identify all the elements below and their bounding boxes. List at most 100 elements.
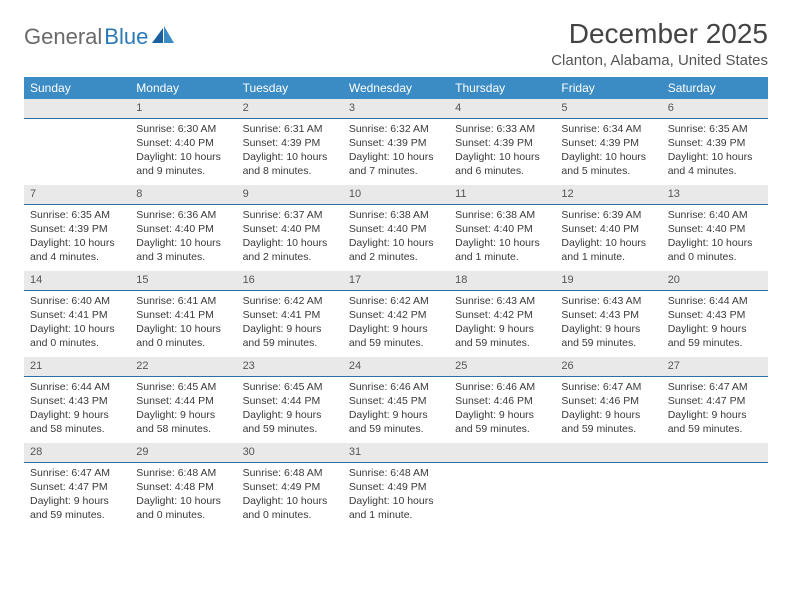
sunrise-text: Sunrise: 6:38 AM bbox=[349, 208, 443, 222]
sunrise-text: Sunrise: 6:36 AM bbox=[136, 208, 230, 222]
day-number bbox=[24, 99, 130, 119]
sunset-text: Sunset: 4:40 PM bbox=[136, 136, 230, 150]
sunset-text: Sunset: 4:40 PM bbox=[243, 222, 337, 236]
sunset-text: Sunset: 4:40 PM bbox=[668, 222, 762, 236]
day-number: 1 bbox=[130, 99, 236, 119]
daylight-text: Daylight: 9 hours and 59 minutes. bbox=[30, 494, 124, 522]
day-body: Sunrise: 6:30 AMSunset: 4:40 PMDaylight:… bbox=[130, 119, 236, 185]
week-row: 14Sunrise: 6:40 AMSunset: 4:41 PMDayligh… bbox=[24, 271, 768, 357]
sunrise-text: Sunrise: 6:45 AM bbox=[136, 380, 230, 394]
daylight-text: Daylight: 10 hours and 4 minutes. bbox=[30, 236, 124, 264]
dow-cell: Saturday bbox=[662, 77, 768, 99]
sunrise-text: Sunrise: 6:46 AM bbox=[349, 380, 443, 394]
day-number: 3 bbox=[343, 99, 449, 119]
day-number: 23 bbox=[237, 357, 343, 377]
day-number bbox=[662, 443, 768, 463]
logo-text-blue: Blue bbox=[104, 24, 148, 50]
day-number: 31 bbox=[343, 443, 449, 463]
sunrise-text: Sunrise: 6:45 AM bbox=[243, 380, 337, 394]
daylight-text: Daylight: 10 hours and 0 minutes. bbox=[136, 322, 230, 350]
day-body: Sunrise: 6:33 AMSunset: 4:39 PMDaylight:… bbox=[449, 119, 555, 185]
sunset-text: Sunset: 4:49 PM bbox=[243, 480, 337, 494]
week-row: 1Sunrise: 6:30 AMSunset: 4:40 PMDaylight… bbox=[24, 99, 768, 185]
day-number: 25 bbox=[449, 357, 555, 377]
day-cell: 30Sunrise: 6:48 AMSunset: 4:49 PMDayligh… bbox=[237, 443, 343, 529]
day-cell: 28Sunrise: 6:47 AMSunset: 4:47 PMDayligh… bbox=[24, 443, 130, 529]
day-cell bbox=[662, 443, 768, 529]
day-body: Sunrise: 6:41 AMSunset: 4:41 PMDaylight:… bbox=[130, 291, 236, 357]
day-cell: 7Sunrise: 6:35 AMSunset: 4:39 PMDaylight… bbox=[24, 185, 130, 271]
daylight-text: Daylight: 10 hours and 4 minutes. bbox=[668, 150, 762, 178]
dow-cell: Wednesday bbox=[343, 77, 449, 99]
daylight-text: Daylight: 10 hours and 1 minute. bbox=[561, 236, 655, 264]
sunset-text: Sunset: 4:39 PM bbox=[668, 136, 762, 150]
sunrise-text: Sunrise: 6:31 AM bbox=[243, 122, 337, 136]
day-body bbox=[662, 463, 768, 521]
day-body: Sunrise: 6:48 AMSunset: 4:49 PMDaylight:… bbox=[237, 463, 343, 529]
day-number: 10 bbox=[343, 185, 449, 205]
sunrise-text: Sunrise: 6:32 AM bbox=[349, 122, 443, 136]
day-body: Sunrise: 6:34 AMSunset: 4:39 PMDaylight:… bbox=[555, 119, 661, 185]
day-number: 16 bbox=[237, 271, 343, 291]
logo: GeneralBlue bbox=[24, 24, 174, 50]
sunset-text: Sunset: 4:47 PM bbox=[30, 480, 124, 494]
daylight-text: Daylight: 9 hours and 58 minutes. bbox=[136, 408, 230, 436]
day-body: Sunrise: 6:42 AMSunset: 4:41 PMDaylight:… bbox=[237, 291, 343, 357]
sunset-text: Sunset: 4:46 PM bbox=[455, 394, 549, 408]
daylight-text: Daylight: 9 hours and 59 minutes. bbox=[243, 408, 337, 436]
daylight-text: Daylight: 9 hours and 58 minutes. bbox=[30, 408, 124, 436]
daylight-text: Daylight: 10 hours and 3 minutes. bbox=[136, 236, 230, 264]
dow-cell: Thursday bbox=[449, 77, 555, 99]
day-cell: 2Sunrise: 6:31 AMSunset: 4:39 PMDaylight… bbox=[237, 99, 343, 185]
day-number: 8 bbox=[130, 185, 236, 205]
daylight-text: Daylight: 9 hours and 59 minutes. bbox=[561, 322, 655, 350]
sunset-text: Sunset: 4:47 PM bbox=[668, 394, 762, 408]
day-cell: 12Sunrise: 6:39 AMSunset: 4:40 PMDayligh… bbox=[555, 185, 661, 271]
day-number: 12 bbox=[555, 185, 661, 205]
day-number: 6 bbox=[662, 99, 768, 119]
sunset-text: Sunset: 4:46 PM bbox=[561, 394, 655, 408]
sunrise-text: Sunrise: 6:48 AM bbox=[349, 466, 443, 480]
day-cell: 10Sunrise: 6:38 AMSunset: 4:40 PMDayligh… bbox=[343, 185, 449, 271]
day-cell bbox=[449, 443, 555, 529]
day-cell bbox=[24, 99, 130, 185]
daylight-text: Daylight: 10 hours and 0 minutes. bbox=[136, 494, 230, 522]
location-text: Clanton, Alabama, United States bbox=[551, 52, 768, 69]
day-number: 24 bbox=[343, 357, 449, 377]
day-body: Sunrise: 6:36 AMSunset: 4:40 PMDaylight:… bbox=[130, 205, 236, 271]
logo-text-general: General bbox=[24, 24, 102, 50]
daylight-text: Daylight: 10 hours and 0 minutes. bbox=[668, 236, 762, 264]
sunrise-text: Sunrise: 6:41 AM bbox=[136, 294, 230, 308]
sunrise-text: Sunrise: 6:40 AM bbox=[668, 208, 762, 222]
sunrise-text: Sunrise: 6:35 AM bbox=[668, 122, 762, 136]
day-cell: 3Sunrise: 6:32 AMSunset: 4:39 PMDaylight… bbox=[343, 99, 449, 185]
daylight-text: Daylight: 10 hours and 1 minute. bbox=[349, 494, 443, 522]
day-cell bbox=[555, 443, 661, 529]
day-body: Sunrise: 6:47 AMSunset: 4:47 PMDaylight:… bbox=[24, 463, 130, 529]
daylight-text: Daylight: 9 hours and 59 minutes. bbox=[668, 322, 762, 350]
day-cell: 4Sunrise: 6:33 AMSunset: 4:39 PMDaylight… bbox=[449, 99, 555, 185]
day-body: Sunrise: 6:44 AMSunset: 4:43 PMDaylight:… bbox=[662, 291, 768, 357]
dow-cell: Sunday bbox=[24, 77, 130, 99]
day-body: Sunrise: 6:40 AMSunset: 4:41 PMDaylight:… bbox=[24, 291, 130, 357]
day-body: Sunrise: 6:40 AMSunset: 4:40 PMDaylight:… bbox=[662, 205, 768, 271]
sunrise-text: Sunrise: 6:48 AM bbox=[243, 466, 337, 480]
day-number bbox=[449, 443, 555, 463]
sunset-text: Sunset: 4:41 PM bbox=[30, 308, 124, 322]
day-body: Sunrise: 6:43 AMSunset: 4:43 PMDaylight:… bbox=[555, 291, 661, 357]
day-cell: 11Sunrise: 6:38 AMSunset: 4:40 PMDayligh… bbox=[449, 185, 555, 271]
dow-cell: Friday bbox=[555, 77, 661, 99]
daylight-text: Daylight: 10 hours and 0 minutes. bbox=[30, 322, 124, 350]
day-cell: 27Sunrise: 6:47 AMSunset: 4:47 PMDayligh… bbox=[662, 357, 768, 443]
day-body: Sunrise: 6:42 AMSunset: 4:42 PMDaylight:… bbox=[343, 291, 449, 357]
daylight-text: Daylight: 9 hours and 59 minutes. bbox=[455, 322, 549, 350]
sunset-text: Sunset: 4:40 PM bbox=[349, 222, 443, 236]
day-body: Sunrise: 6:31 AMSunset: 4:39 PMDaylight:… bbox=[237, 119, 343, 185]
day-body bbox=[449, 463, 555, 521]
day-cell: 9Sunrise: 6:37 AMSunset: 4:40 PMDaylight… bbox=[237, 185, 343, 271]
sunset-text: Sunset: 4:40 PM bbox=[561, 222, 655, 236]
day-number: 28 bbox=[24, 443, 130, 463]
logo-sail-icon bbox=[152, 26, 174, 49]
day-cell: 13Sunrise: 6:40 AMSunset: 4:40 PMDayligh… bbox=[662, 185, 768, 271]
day-cell: 1Sunrise: 6:30 AMSunset: 4:40 PMDaylight… bbox=[130, 99, 236, 185]
